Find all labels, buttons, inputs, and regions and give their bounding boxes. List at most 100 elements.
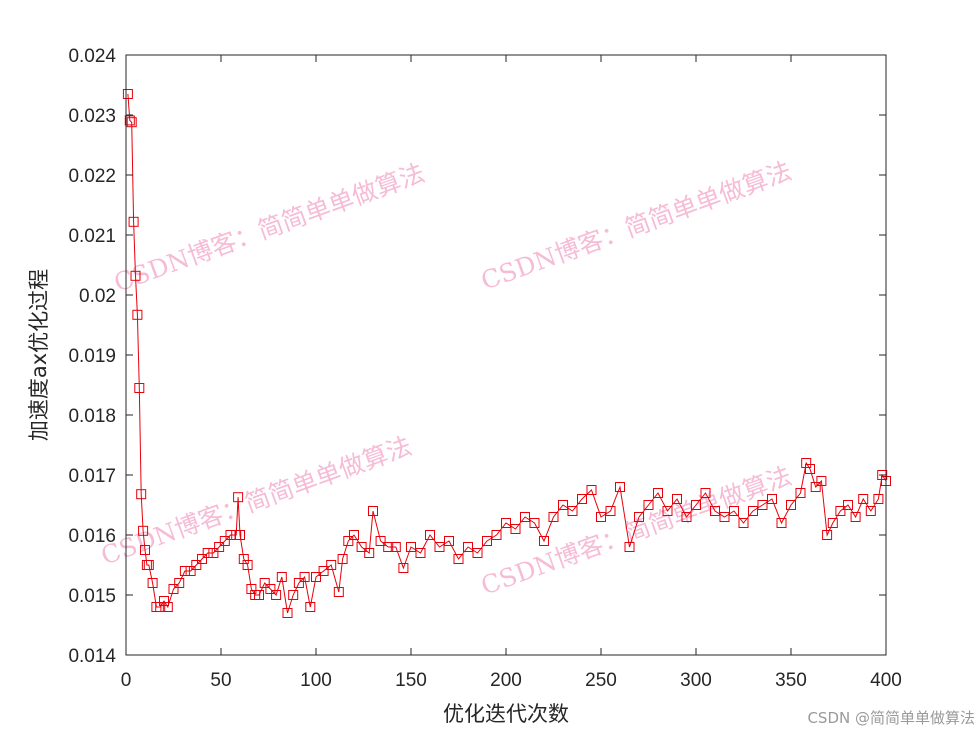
- data-point-marker: [375, 536, 386, 546]
- data-point-marker: [586, 485, 597, 495]
- data-point-marker: [567, 506, 578, 516]
- data-point-marker: [197, 554, 207, 564]
- data-point-marker: [333, 587, 344, 597]
- data-point-marker: [132, 309, 143, 320]
- data-point-marker: [235, 530, 245, 540]
- credit-text: CSDN @简简单单做算法: [807, 709, 975, 727]
- data-point-marker: [719, 512, 730, 522]
- x-tick-label: 400: [870, 670, 902, 691]
- data-point-marker: [318, 566, 329, 576]
- y-tick-label: 0.016: [68, 526, 116, 547]
- x-tick-label: 200: [490, 670, 522, 691]
- data-point-marker: [729, 506, 739, 516]
- data-point-marker: [265, 584, 276, 594]
- data-point-marker: [136, 489, 147, 500]
- data-point-marker: [299, 572, 310, 582]
- data-point-marker: [122, 89, 133, 99]
- data-point-marker: [242, 560, 253, 570]
- data-point-marker: [271, 590, 282, 600]
- data-point-marker: [288, 590, 299, 600]
- data-point-marker: [482, 536, 492, 546]
- data-point-marker: [390, 542, 401, 552]
- series-line: [127, 93, 887, 614]
- data-point-marker: [776, 518, 787, 528]
- data-point-marker: [548, 512, 559, 522]
- data-point-marker: [691, 500, 701, 510]
- data-point-marker: [662, 506, 673, 516]
- data-point-marker: [349, 530, 359, 540]
- y-tick-label: 0.017: [68, 466, 116, 487]
- y-tick-label: 0.024: [68, 46, 116, 67]
- data-point-marker: [162, 602, 173, 612]
- data-point-marker: [282, 608, 293, 618]
- y-axis-label: 加速度ax优化过程: [27, 269, 51, 441]
- data-point-marker: [767, 494, 777, 504]
- y-tick-label: 0.022: [68, 166, 116, 187]
- data-point-marker: [174, 578, 185, 588]
- data-point-marker: [398, 563, 409, 573]
- data-point-marker: [822, 530, 833, 540]
- data-point-marker: [444, 536, 454, 546]
- data-point-marker: [155, 602, 166, 612]
- data-point-marker: [539, 536, 549, 546]
- data-point-marker: [873, 494, 884, 504]
- data-point-marker: [643, 500, 654, 510]
- data-point-marker: [850, 512, 861, 522]
- data-point-marker: [191, 560, 202, 570]
- data-point-marker: [501, 518, 511, 528]
- data-point-marker: [259, 578, 270, 588]
- data-point-marker: [246, 584, 257, 594]
- data-point-marker: [453, 554, 464, 564]
- data-point-marker: [577, 494, 587, 504]
- data-point-marker: [134, 383, 145, 393]
- data-point-marker: [406, 542, 416, 552]
- data-point-marker: [147, 578, 158, 588]
- data-point-marker: [383, 542, 394, 552]
- data-point-marker: [214, 542, 225, 552]
- data-point-marker: [843, 500, 853, 510]
- data-point-marker: [491, 530, 502, 540]
- y-tick-label: 0.018: [68, 406, 116, 427]
- data-point-marker: [124, 115, 135, 126]
- x-tick-label: 100: [300, 670, 332, 691]
- data-point-marker: [130, 270, 141, 281]
- data-point-marker: [795, 488, 806, 498]
- data-point-marker: [126, 117, 137, 128]
- data-point-marker: [128, 216, 139, 227]
- x-tick-label: 300: [680, 670, 712, 691]
- x-axis-label: 优化迭代次数: [443, 702, 569, 726]
- data-point-marker: [558, 500, 568, 510]
- data-point-marker: [276, 572, 287, 582]
- y-tick-label: 0.023: [68, 106, 116, 127]
- data-point-marker: [138, 525, 149, 536]
- data-point-marker: [208, 548, 219, 558]
- data-point-marker: [425, 530, 435, 540]
- data-point-marker: [326, 560, 337, 570]
- data-point-marker: [865, 506, 876, 516]
- x-tick-label: 350: [775, 670, 807, 691]
- data-point-marker: [858, 494, 869, 504]
- data-point-marker: [143, 560, 154, 570]
- ticks-layer: 0 50 100 150 200 250 300 350 400 0.014 0.015 0.016 0…: [68, 46, 901, 691]
- data-point-marker: [510, 524, 521, 534]
- x-tick-label: 150: [395, 670, 427, 691]
- data-point-marker: [757, 500, 768, 510]
- data-point-marker: [827, 518, 838, 528]
- data-point-marker: [805, 464, 815, 474]
- data-point-marker: [415, 548, 426, 558]
- data-point-marker: [748, 506, 758, 516]
- y-tick-label: 0.014: [68, 646, 116, 667]
- data-point-marker: [343, 536, 354, 546]
- data-point-marker: [472, 548, 483, 558]
- data-point-marker: [293, 578, 304, 588]
- y-tick-label: 0.02: [79, 286, 116, 307]
- data-point-marker: [463, 542, 473, 552]
- data-point-marker: [238, 554, 249, 564]
- data-point-marker: [185, 566, 196, 576]
- data-point-marker: [520, 512, 530, 522]
- data-point-marker: [672, 494, 682, 504]
- data-point-marker: [305, 602, 316, 612]
- data-point-marker: [653, 488, 663, 498]
- y-tick-label: 0.021: [68, 226, 116, 247]
